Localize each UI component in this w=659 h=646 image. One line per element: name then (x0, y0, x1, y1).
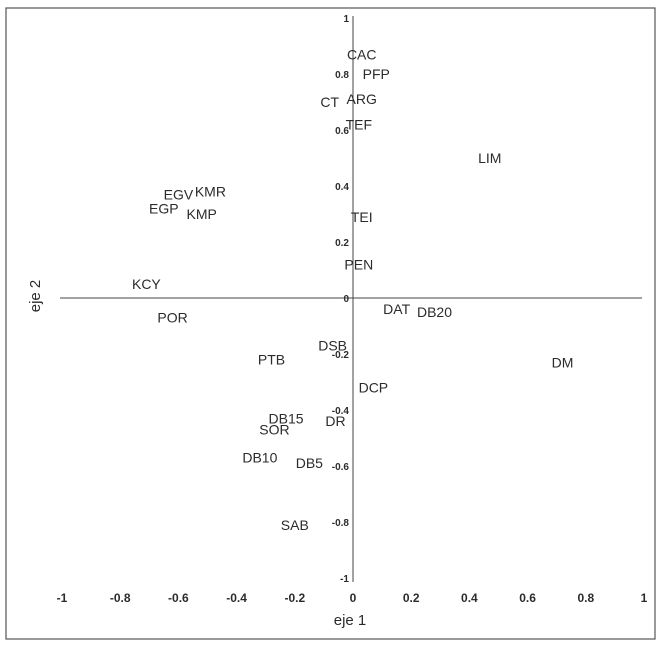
point-label-db20: DB20 (417, 304, 452, 320)
point-label-tei: TEI (351, 209, 373, 225)
point-label-arg: ARG (347, 91, 377, 107)
point-label-db5: DB5 (296, 455, 323, 471)
y-tick-label: -0.6 (332, 462, 350, 473)
y-tick-label: 1 (343, 14, 349, 25)
y-tick-label: -0.8 (332, 518, 350, 529)
point-label-sab: SAB (281, 517, 309, 533)
y-tick-label: 0 (343, 294, 349, 305)
point-label-lim: LIM (478, 150, 501, 166)
y-tick-label: 0.2 (335, 238, 349, 249)
point-label-kmr: KMR (195, 184, 226, 200)
point-label-dm: DM (552, 354, 574, 370)
x-tick-label: 1 (641, 591, 648, 605)
point-label-db15: DB15 (269, 410, 304, 426)
point-label-kmp: KMP (187, 206, 217, 222)
x-tick-label: 0 (350, 591, 357, 605)
y-axis-title: eje 2 (27, 280, 44, 313)
point-label-dsb: DSB (318, 338, 347, 354)
point-label-ptb: PTB (258, 352, 285, 368)
y-tick-label: -0.2 (332, 350, 350, 361)
point-label-egv: EGV (164, 186, 194, 202)
y-tick-label: -0.4 (332, 406, 350, 417)
point-label-tef: TEF (346, 116, 372, 132)
point-label-pen: PEN (344, 256, 373, 272)
x-tick-label: 0.8 (577, 591, 594, 605)
x-tick-label: -0.2 (284, 591, 305, 605)
point-label-por: POR (157, 310, 187, 326)
y-tick-label: 0.8 (335, 70, 349, 81)
point-label-egp: EGP (149, 200, 179, 216)
figure-border (5, 7, 656, 640)
y-tick-label: -1 (340, 574, 349, 585)
x-tick-label: 0.4 (461, 591, 478, 605)
x-tick-labels: -1 -0.8 -0.6 -0.4 -0.2 0 0.2 0.4 0.6 0.8 1 (57, 591, 648, 605)
y-tick-label: 0.4 (335, 182, 349, 193)
point-label-sor: SOR (259, 422, 289, 438)
x-tick-label: 0.6 (519, 591, 536, 605)
x-tick-label: 0.2 (403, 591, 420, 605)
point-label-dat: DAT (383, 301, 410, 317)
y-tick-labels: 1 0.8 0.6 0.4 0.2 0 -0.2 -0.4 -0.6 -0.8 -1 (332, 14, 350, 585)
x-tick-label: -0.6 (168, 591, 189, 605)
x-tick-label: -0.8 (110, 591, 131, 605)
point-label-dcp: DCP (359, 380, 389, 396)
point-labels: CAC PFP ARG CT TEF LIM EGV KMR EGP KMP TEI PEN KCY PO… (132, 46, 573, 532)
x-tick-label: -1 (57, 591, 68, 605)
x-axis-title: eje 1 (334, 612, 367, 629)
point-label-pfp: PFP (363, 66, 390, 82)
y-tick-label: 0.6 (335, 126, 349, 137)
point-label-cac: CAC (347, 46, 377, 62)
point-label-kcy: KCY (132, 276, 161, 292)
point-label-ct: CT (320, 94, 339, 110)
point-label-dr: DR (325, 413, 345, 429)
x-tick-label: -0.4 (226, 591, 247, 605)
point-label-db10: DB10 (242, 450, 277, 466)
